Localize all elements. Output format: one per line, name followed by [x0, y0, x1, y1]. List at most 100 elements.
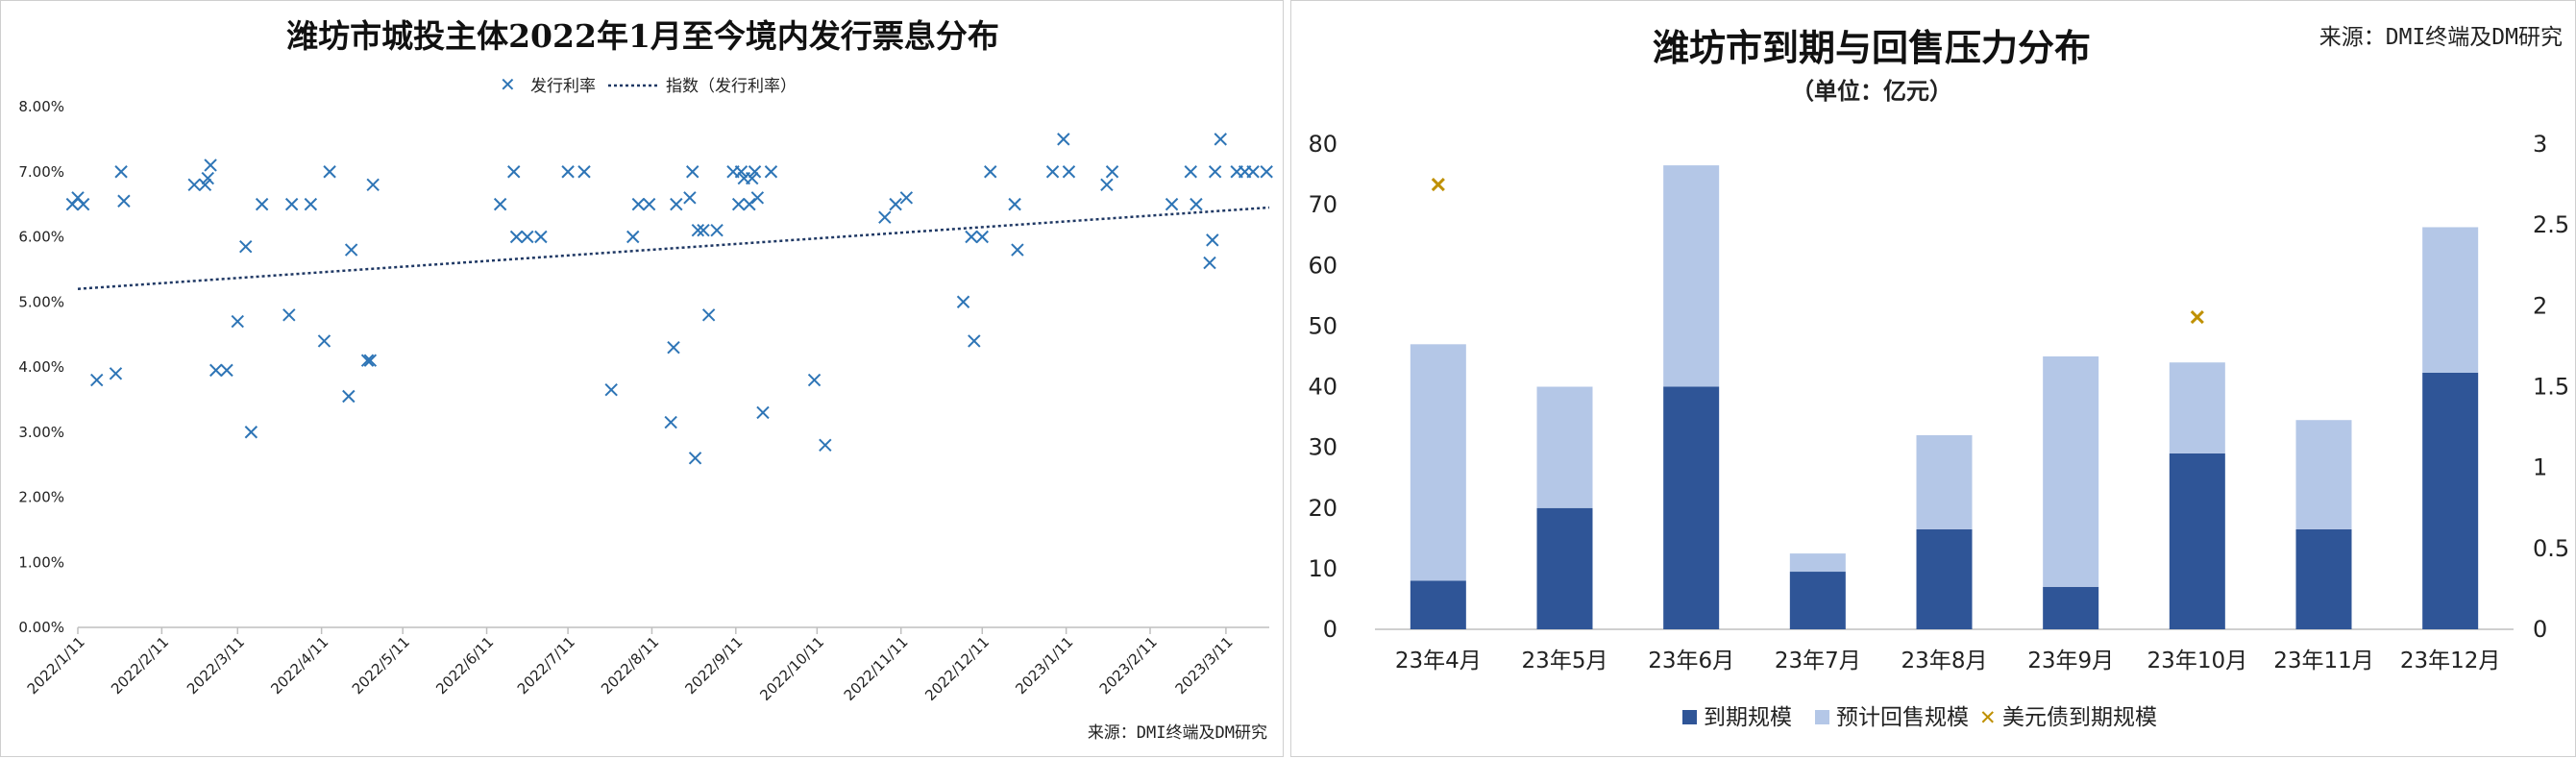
rate-point	[670, 197, 683, 211]
x-category-label: 23年8月	[1901, 649, 1988, 673]
y-tick-label: 3.00%	[18, 424, 64, 441]
right-chart-subtitle: （单位：亿元）	[1791, 77, 1952, 105]
rate-point	[244, 426, 258, 439]
trend-line	[77, 206, 1270, 290]
legend-swatch-maturity	[1682, 710, 1697, 724]
right-y-tick-label: 1.5	[2533, 374, 2569, 401]
rate-point	[975, 230, 989, 244]
rate-point	[688, 452, 702, 465]
x-tick-label: 2022/9/11	[682, 633, 747, 698]
rate-point	[1045, 165, 1060, 179]
rate-point	[956, 295, 970, 308]
right-y-tick-label: 2.5	[2533, 211, 2569, 238]
x-category-label: 23年11月	[2273, 649, 2374, 673]
rate-point	[756, 405, 770, 420]
bar-maturity	[2422, 372, 2479, 629]
left-y-tick-label: 0	[1323, 616, 1337, 643]
rate-point	[209, 363, 223, 378]
x-tick-label: 2022/11/11	[841, 633, 912, 704]
rate-point	[1165, 197, 1179, 211]
rate-point	[889, 197, 902, 211]
rate-point	[697, 224, 710, 237]
x-category-label: 23年10月	[2147, 649, 2248, 673]
rate-point	[686, 165, 699, 179]
rate-point	[1184, 165, 1197, 179]
rate-point	[255, 197, 269, 211]
bar-putback	[1916, 435, 1973, 529]
rate-point	[509, 230, 524, 244]
rate-point	[231, 314, 244, 329]
x-tick-label: 2023/3/11	[1172, 633, 1237, 698]
y-tick-label: 2.00%	[18, 489, 64, 506]
left-legend: ✕ 发行利率 指数（发行利率）	[500, 73, 797, 96]
rate-point	[710, 224, 724, 237]
x-tick-label: 2022/1/11	[24, 633, 88, 698]
rate-point	[534, 230, 548, 244]
rate-point	[1100, 178, 1114, 192]
bar-maturity	[1789, 572, 1846, 629]
rate-point	[1214, 133, 1227, 146]
rate-point	[114, 165, 128, 179]
rate-point	[1190, 197, 1203, 211]
rate-point	[1057, 133, 1070, 146]
rate-point	[1062, 165, 1076, 179]
bar-maturity	[2169, 453, 2225, 629]
right-chart-panel: 潍坊市到期与回售压力分布 （单位：亿元） 来源：DMI终端及DM研究 0 10 20…	[1290, 0, 2576, 757]
bar-putback	[1536, 386, 1593, 508]
rate-point	[604, 383, 618, 397]
left-y-tick-label: 30	[1308, 434, 1337, 461]
y-tick-label: 8.00%	[18, 98, 64, 115]
rate-point	[282, 308, 296, 322]
rate-point	[304, 197, 318, 211]
y-tick-label: 1.00%	[18, 553, 64, 571]
bar-maturity	[1916, 528, 1973, 629]
right-bars: 23年4月 23年5月 23年6月 23年7月 23年8月 23年9月 23年10月 23年1…	[1395, 165, 2501, 673]
bar-putback	[1789, 553, 1846, 573]
rate-point	[664, 415, 677, 429]
y-tick-label: 6.00%	[18, 229, 64, 246]
rate-point	[360, 354, 375, 367]
rate-point	[1206, 233, 1219, 247]
rate-point	[965, 230, 978, 244]
left-y-tick-label: 60	[1308, 252, 1337, 279]
rate-point	[90, 373, 104, 387]
left-y-tick-label: 20	[1308, 495, 1337, 522]
rate-point	[239, 239, 253, 254]
rate-point	[521, 230, 534, 244]
rate-point	[750, 191, 765, 205]
left-y-tick-label: 40	[1308, 374, 1337, 401]
rate-point	[109, 367, 123, 380]
x-category-label: 23年4月	[1395, 649, 1482, 673]
bar-maturity	[1536, 507, 1593, 629]
x-tick-label: 2023/2/11	[1096, 633, 1161, 698]
legend-label-putback: 预计回售规模	[1836, 705, 1969, 730]
left-source-note: 来源：DMI终端及DM研究	[1088, 723, 1267, 743]
x-tick-label: 2022/10/11	[756, 633, 827, 704]
x-category-label: 23年12月	[2400, 649, 2501, 673]
maturity-bar-chart: 潍坊市到期与回售压力分布 （单位：亿元） 来源：DMI终端及DM研究 01020…	[1308, 25, 2569, 730]
x-category-label: 23年5月	[1522, 649, 1608, 673]
legend-label-rate: 发行利率	[530, 77, 596, 96]
rate-point	[731, 197, 746, 211]
rate-point	[734, 165, 748, 179]
rate-point	[1011, 243, 1024, 257]
rate-point	[691, 224, 705, 237]
rate-point	[984, 165, 997, 179]
x-category-label: 23年7月	[1775, 649, 1861, 673]
right-chart-title: 潍坊市到期与回售压力分布	[1653, 26, 2091, 69]
legend-marker-x: ✕	[500, 73, 516, 96]
rate-point	[344, 243, 358, 257]
rate-point	[968, 334, 981, 348]
usd-bond-point	[1431, 178, 1445, 192]
right-y-tick-label: 0.5	[2533, 535, 2569, 562]
rate-point	[807, 373, 822, 387]
bar-maturity	[1663, 386, 1720, 629]
right-source-note: 来源：DMI终端及DM研究	[2319, 25, 2563, 50]
x-tick-label: 2022/6/11	[432, 633, 497, 698]
y-tick-label: 5.00%	[18, 293, 64, 310]
rate-point	[507, 165, 521, 179]
x-tick-label: 2022/3/11	[184, 633, 248, 698]
bar-putback	[1663, 165, 1720, 387]
left-points	[65, 133, 1273, 465]
rate-point	[1203, 256, 1216, 270]
